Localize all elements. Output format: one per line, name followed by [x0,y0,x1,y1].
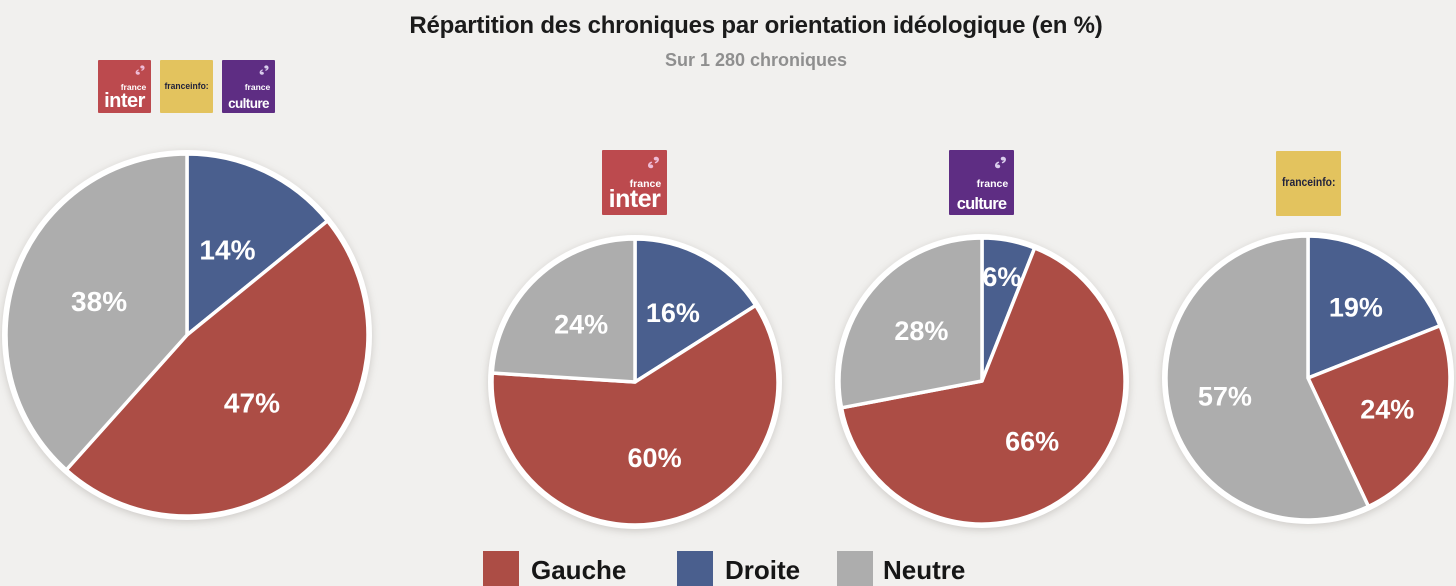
radio-france-icon [648,156,660,169]
pie-percentage-label: 47% [224,388,280,419]
pie-slice-neutre [4,152,189,472]
combined-station-logos: france inter franceinfo: france culture [98,60,275,113]
logo-text-france: france [629,177,662,190]
pie-slice-neutre [837,236,984,410]
logo-text-inter: inter [104,89,145,112]
logo-text-france: france [244,82,271,93]
chart-title: Répartition des chroniques par orientati… [409,12,1103,39]
pie-slice-droite [185,152,330,337]
france-inter-logo: france inter [602,150,667,215]
franceinfo-logo: franceinfo: [160,60,213,113]
logo-text-culture: culture [956,194,1007,213]
pie-slice-gauche [1306,323,1452,509]
pie-slice-droite [633,237,758,384]
pie-slice-droite [1306,234,1442,380]
pie-percentage-label: 28% [894,316,948,346]
pie-slice-gauche [490,303,780,527]
pie-slice-gauche [64,219,370,518]
legend-label-neutre: Neutre [883,555,966,585]
pie-percentage-label: 60% [628,443,682,473]
logo-text-franceinfo: franceinfo: [164,80,209,92]
pie-percentage-label: 16% [646,298,700,328]
logo-text-france: france [976,177,1009,190]
pie-percentage-label: 19% [1329,293,1383,323]
legend-swatch-droite [677,551,713,586]
pie-slice-neutre [490,237,637,384]
pie-percentage-label: 24% [554,310,608,340]
legend-swatch-gauche [483,551,519,586]
logo-text-france: france [120,82,147,93]
radio-france-icon [995,156,1007,169]
pie-percentage-label: 6% [982,262,1021,292]
pie-chart-france-culture: 6% 66% 28% [835,234,1129,528]
pie-chart-france-inter: 16% 60% 24% [488,235,782,529]
legend-label-droite: Droite [725,555,801,585]
pie-percentage-label: 57% [1198,382,1252,412]
radio-france-icon [259,65,269,75]
france-inter-logo: france inter [98,60,151,113]
pie-slice-gauche [839,246,1127,526]
france-culture-logo: france culture [949,150,1014,215]
logo-text-inter: inter [608,185,661,214]
franceinfo-logo: franceinfo: [1276,151,1341,216]
france-culture-logo: france culture [222,60,275,113]
logo-text-franceinfo: franceinfo: [1281,176,1336,189]
legend-swatch-neutre [837,551,873,586]
pie-chart-franceinfo: 19% 24% 57% [1162,232,1454,524]
pie-percentage-label: 66% [1005,427,1059,457]
legend-label-gauche: Gauche [531,555,627,585]
logo-text-culture: culture [228,96,269,112]
radio-france-icon [135,65,145,75]
chart-subtitle: Sur 1 280 chroniques [664,50,848,70]
pie-percentage-label: 14% [199,235,255,266]
pie-chart-ensemble: 14% 47% 38% [2,150,372,520]
pie-percentage-label: 24% [1360,394,1414,424]
pie-slice-neutre [1164,234,1371,522]
pie-percentage-label: 38% [71,286,127,317]
